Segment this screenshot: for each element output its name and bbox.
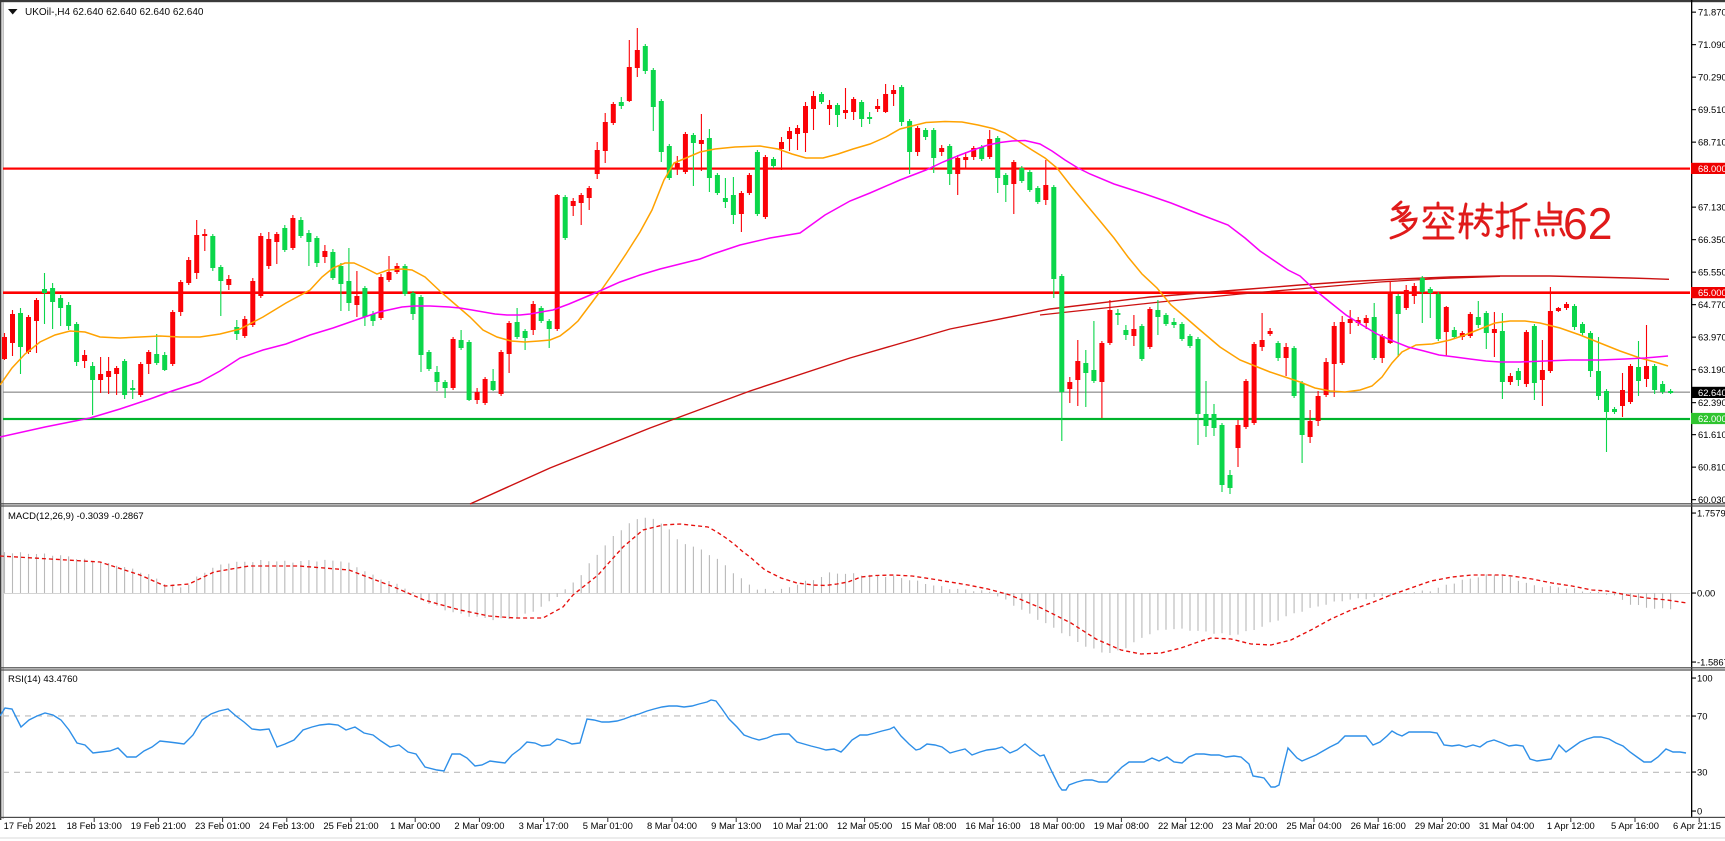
svg-text:64.770: 64.770 bbox=[1698, 299, 1725, 310]
svg-text:63.970: 63.970 bbox=[1698, 332, 1725, 343]
svg-text:66.350: 66.350 bbox=[1698, 234, 1725, 245]
svg-text:2 Mar 09:00: 2 Mar 09:00 bbox=[454, 820, 504, 831]
svg-text:25 Mar 04:00: 25 Mar 04:00 bbox=[1286, 820, 1341, 831]
svg-text:25 Feb 21:00: 25 Feb 21:00 bbox=[323, 820, 378, 831]
svg-text:67.130: 67.130 bbox=[1698, 202, 1725, 213]
svg-text:UKOil-,H4 62.640 62.640 62.64: UKOil-,H4 62.640 62.640 62.640 62.640 bbox=[25, 7, 204, 18]
svg-text:30: 30 bbox=[1697, 766, 1707, 777]
svg-text:19 Feb 21:00: 19 Feb 21:00 bbox=[131, 820, 186, 831]
svg-text:60.030: 60.030 bbox=[1698, 494, 1725, 505]
svg-text:63.190: 63.190 bbox=[1698, 364, 1725, 375]
svg-text:60.810: 60.810 bbox=[1698, 462, 1725, 473]
svg-text:62: 62 bbox=[1563, 200, 1613, 249]
svg-text:65.000: 65.000 bbox=[1698, 287, 1725, 298]
svg-text:29 Mar 20:00: 29 Mar 20:00 bbox=[1415, 820, 1470, 831]
svg-text:100: 100 bbox=[1697, 672, 1713, 683]
svg-text:-1.5867: -1.5867 bbox=[1697, 656, 1725, 667]
svg-text:15 Mar 08:00: 15 Mar 08:00 bbox=[901, 820, 956, 831]
svg-text:18 Feb 13:00: 18 Feb 13:00 bbox=[67, 820, 122, 831]
svg-text:6 Apr 21:15: 6 Apr 21:15 bbox=[1673, 820, 1721, 831]
svg-text:5 Mar 01:00: 5 Mar 01:00 bbox=[583, 820, 633, 831]
svg-text:61.610: 61.610 bbox=[1698, 429, 1725, 440]
svg-text:62.390: 62.390 bbox=[1698, 397, 1725, 408]
svg-text:62.640: 62.640 bbox=[1698, 387, 1725, 398]
svg-text:71.870: 71.870 bbox=[1698, 7, 1725, 18]
svg-text:0.00: 0.00 bbox=[1697, 587, 1715, 598]
svg-text:16 Mar 16:00: 16 Mar 16:00 bbox=[965, 820, 1020, 831]
svg-text:65.550: 65.550 bbox=[1698, 267, 1725, 278]
svg-text:MACD(12,26,9) -0.3039 -0.2867: MACD(12,26,9) -0.3039 -0.2867 bbox=[8, 511, 144, 522]
svg-text:3 Mar 17:00: 3 Mar 17:00 bbox=[519, 820, 569, 831]
svg-text:69.510: 69.510 bbox=[1698, 104, 1725, 115]
svg-text:70: 70 bbox=[1697, 710, 1707, 721]
svg-text:22 Mar 12:00: 22 Mar 12:00 bbox=[1158, 820, 1213, 831]
svg-text:71.090: 71.090 bbox=[1698, 39, 1725, 50]
svg-text:1.7579: 1.7579 bbox=[1697, 507, 1725, 518]
svg-text:23 Mar 20:00: 23 Mar 20:00 bbox=[1222, 820, 1277, 831]
svg-text:31 Mar 04:00: 31 Mar 04:00 bbox=[1479, 820, 1534, 831]
svg-text:19 Mar 08:00: 19 Mar 08:00 bbox=[1094, 820, 1149, 831]
svg-text:9 Mar 13:00: 9 Mar 13:00 bbox=[711, 820, 761, 831]
svg-text:5 Apr 16:00: 5 Apr 16:00 bbox=[1611, 820, 1659, 831]
svg-text:24 Feb 13:00: 24 Feb 13:00 bbox=[259, 820, 314, 831]
svg-text:0: 0 bbox=[1697, 805, 1702, 816]
svg-text:12 Mar 05:00: 12 Mar 05:00 bbox=[837, 820, 892, 831]
svg-text:62.000: 62.000 bbox=[1698, 413, 1725, 424]
svg-text:8 Mar 04:00: 8 Mar 04:00 bbox=[647, 820, 697, 831]
svg-text:1 Mar 00:00: 1 Mar 00:00 bbox=[390, 820, 440, 831]
svg-text:68.000: 68.000 bbox=[1698, 163, 1725, 174]
svg-text:10 Mar 21:00: 10 Mar 21:00 bbox=[773, 820, 828, 831]
svg-text:23 Feb 01:00: 23 Feb 01:00 bbox=[195, 820, 250, 831]
svg-text:1 Apr 12:00: 1 Apr 12:00 bbox=[1547, 820, 1595, 831]
svg-text:68.710: 68.710 bbox=[1698, 137, 1725, 148]
svg-text:18 Mar 00:00: 18 Mar 00:00 bbox=[1030, 820, 1085, 831]
svg-text:70.290: 70.290 bbox=[1698, 72, 1725, 83]
svg-text:RSI(14) 43.4760: RSI(14) 43.4760 bbox=[8, 674, 78, 685]
svg-text:17 Feb 2021: 17 Feb 2021 bbox=[4, 820, 57, 831]
svg-text:26 Mar 16:00: 26 Mar 16:00 bbox=[1351, 820, 1406, 831]
